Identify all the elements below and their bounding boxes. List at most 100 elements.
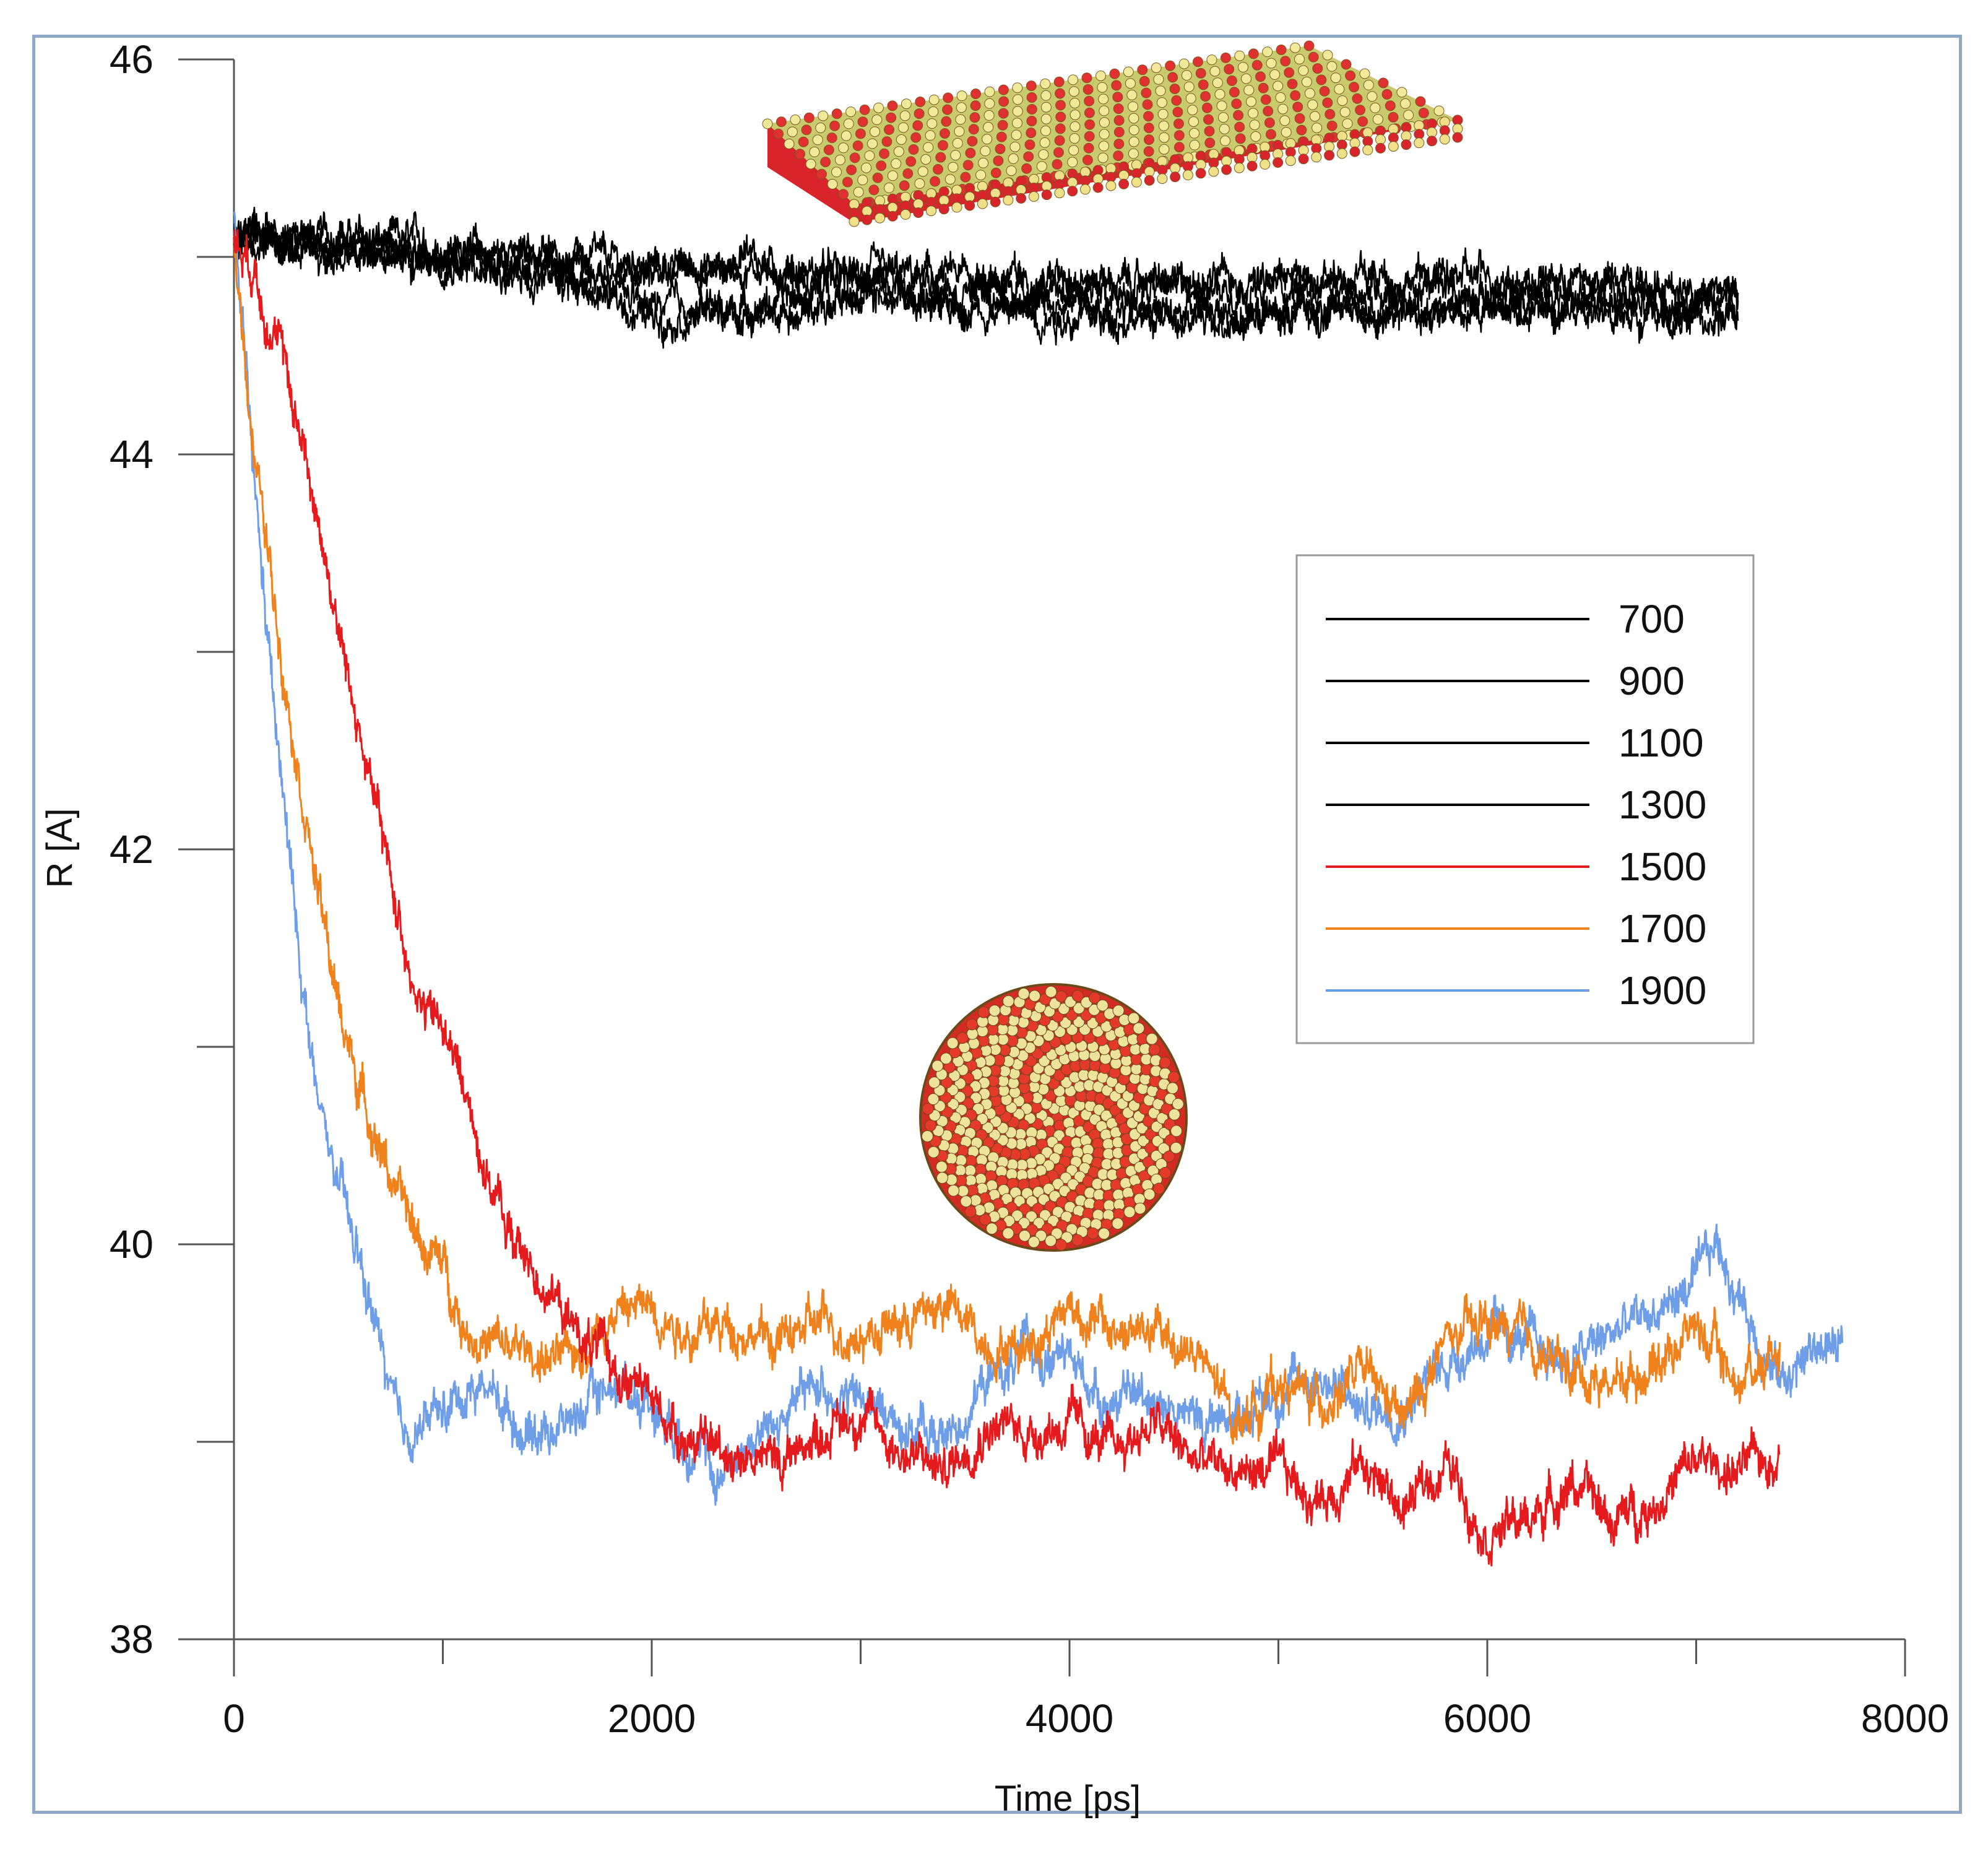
slab-atom xyxy=(827,179,838,189)
slab-atom xyxy=(1277,103,1289,115)
sphere-atom xyxy=(1098,1228,1110,1240)
slab-atom xyxy=(905,156,917,167)
slab-atom xyxy=(933,164,943,175)
slab-atom xyxy=(1262,46,1273,58)
slab-atom xyxy=(1279,115,1290,126)
slab-atom xyxy=(1337,95,1348,106)
slab-atom xyxy=(1342,118,1353,129)
slab-edge-atom xyxy=(862,214,873,225)
slab-atom xyxy=(1055,111,1066,123)
slab-edge-atom xyxy=(900,209,911,220)
slab-atom xyxy=(920,154,931,165)
slab-atom xyxy=(1068,145,1079,156)
slab-atom xyxy=(998,96,1009,107)
slab-atom xyxy=(1141,87,1152,98)
slab-atom xyxy=(1144,134,1154,145)
slab-edge-atom xyxy=(1362,144,1373,155)
slab-atom xyxy=(962,160,974,171)
slab-atom xyxy=(1188,116,1199,127)
slab-atom xyxy=(1012,94,1023,105)
slab-atom xyxy=(1024,139,1035,150)
slab-atom xyxy=(1330,72,1341,84)
y-tick-label: 40 xyxy=(110,1222,153,1267)
slab-atom xyxy=(1128,113,1139,124)
slab-edge-atom xyxy=(951,202,962,213)
slab-atom xyxy=(1341,59,1352,70)
slab-atom xyxy=(1243,85,1255,96)
slab-atom xyxy=(1053,147,1064,158)
slab-atom xyxy=(1212,77,1223,89)
slab-atom xyxy=(773,128,784,139)
legend-label-1900: 1900 xyxy=(1618,968,1706,1013)
series-line-1500 xyxy=(233,229,1781,1567)
slab-atom xyxy=(812,134,823,145)
slab-atom xyxy=(801,124,812,136)
slab-atom xyxy=(983,110,995,121)
series-line-1700 xyxy=(233,235,1781,1445)
sphere-atom xyxy=(1083,1121,1095,1134)
sphere-atom xyxy=(962,1072,974,1085)
slab-atom xyxy=(1349,82,1360,93)
slab-atom xyxy=(914,178,925,189)
slab-edge-atom xyxy=(1054,188,1065,199)
sphere-atom xyxy=(957,1145,969,1157)
slab-atom xyxy=(1012,82,1023,93)
slab-atom xyxy=(969,112,980,123)
slab-atom xyxy=(1248,108,1259,119)
sphere-atom xyxy=(1092,1147,1105,1160)
slab-atom xyxy=(1128,124,1139,136)
slab-edge-atom xyxy=(1105,180,1117,191)
slab-edge-atom xyxy=(938,204,949,215)
sphere-atom xyxy=(1075,1090,1087,1103)
slab-edge-atom xyxy=(1273,157,1284,168)
sphere-atom xyxy=(964,1164,977,1177)
slab-atom xyxy=(1006,165,1017,176)
slab-atom xyxy=(1151,63,1162,73)
slab-atom xyxy=(938,140,948,151)
slab-atom xyxy=(841,130,852,141)
sphere-atom xyxy=(1093,1199,1105,1212)
slab-atom xyxy=(884,124,894,135)
slab-atom xyxy=(954,126,965,137)
slab-atom xyxy=(1156,97,1167,108)
slab-edge-atom xyxy=(1260,158,1271,170)
slab-atom xyxy=(787,126,798,137)
slab-atom xyxy=(871,114,883,125)
slab-atom xyxy=(1322,97,1333,108)
slab-atom xyxy=(1292,102,1303,113)
slab-atom xyxy=(1183,81,1195,92)
slab-edge-atom xyxy=(875,212,885,223)
slab-atom xyxy=(1097,82,1108,93)
slab-atom xyxy=(1403,110,1414,121)
slab-atom xyxy=(955,114,966,125)
slab-atom xyxy=(983,122,994,132)
slab-atom xyxy=(1157,108,1169,119)
slab-atom xyxy=(1067,157,1078,168)
slab-edge-atom xyxy=(1182,170,1193,181)
slab-edge-atom xyxy=(990,196,1001,207)
slab-atom xyxy=(1248,48,1259,59)
slab-atom xyxy=(1193,56,1203,67)
series-line-1300 xyxy=(233,211,1739,349)
slab-atom xyxy=(1294,54,1305,64)
slab-atom xyxy=(898,122,909,133)
legend: 700 900 1100 1300 1500 1700 1900 xyxy=(1295,554,1755,1044)
slab-atom xyxy=(993,155,1004,167)
slab-atom xyxy=(1153,74,1164,85)
sphere-atom xyxy=(1163,1150,1175,1163)
slab-atom xyxy=(1026,116,1037,126)
sphere-atom xyxy=(1159,1056,1171,1069)
slab-atom xyxy=(809,146,820,157)
slab-atom xyxy=(1099,105,1110,116)
slab-atom xyxy=(1142,99,1153,110)
sphere-atom xyxy=(1146,1033,1158,1045)
slab-atom xyxy=(1081,72,1092,84)
slab-atom xyxy=(1128,101,1139,112)
sphere-atom xyxy=(924,1119,936,1132)
slab-atom xyxy=(1400,98,1411,109)
slab-atom xyxy=(1084,131,1095,142)
sphere-atom xyxy=(1148,1044,1160,1056)
slab-atom xyxy=(1312,123,1323,134)
slab-atom xyxy=(823,144,834,155)
sphere-atom xyxy=(947,1098,959,1111)
